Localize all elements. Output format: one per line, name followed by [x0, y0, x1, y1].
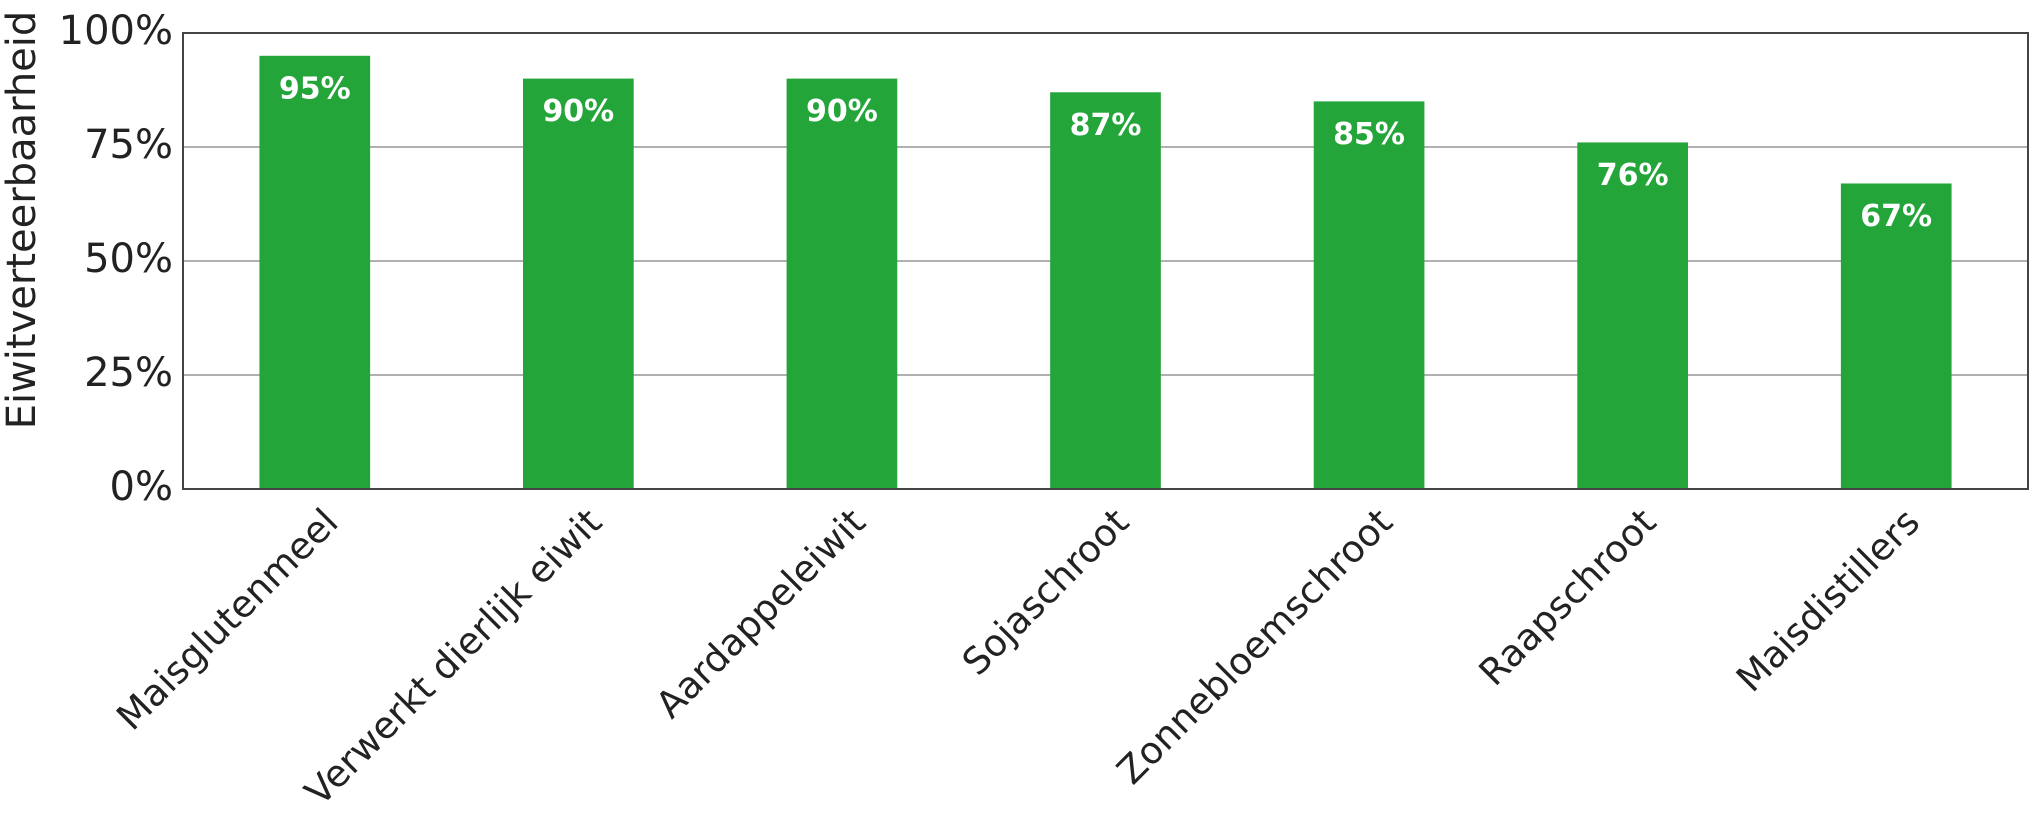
- bar: [523, 78, 634, 489]
- bar: [1050, 92, 1161, 489]
- value-label: 67%: [1860, 199, 1932, 234]
- value-label: 95%: [279, 71, 351, 106]
- y-tick-label: 100%: [59, 8, 173, 54]
- x-tick-label: Verwerkt dierlijk eiwit: [297, 500, 610, 813]
- bar: [259, 55, 371, 490]
- bar: [1577, 142, 1688, 489]
- value-label: 85%: [1333, 117, 1405, 152]
- y-tick-label: 75%: [84, 122, 173, 168]
- y-tick-label: 50%: [84, 236, 173, 282]
- x-tick-label: Zonnebloemschroot: [1109, 500, 1401, 792]
- value-label: 90%: [806, 94, 878, 129]
- x-tick-label: Sojaschroot: [954, 500, 1137, 683]
- y-tick-label: 0%: [110, 464, 173, 510]
- value-label: 90%: [542, 94, 614, 129]
- y-tick-label: 25%: [84, 350, 173, 396]
- x-tick-label: Maisdistillers: [1728, 500, 1928, 700]
- x-tick-label: Aardappeleiwit: [648, 500, 874, 726]
- bar: [1313, 101, 1425, 490]
- value-label: 76%: [1597, 158, 1669, 193]
- bar: [786, 78, 898, 489]
- y-axis-label: Eiwitverteerbaarheid: [0, 11, 45, 430]
- x-tick-label: Maisglutenmeel: [108, 500, 346, 738]
- value-label: 87%: [1070, 108, 1142, 143]
- x-tick-label: Raapschroot: [1471, 500, 1665, 694]
- bar: [1840, 183, 1952, 490]
- plot-frame: [182, 32, 2029, 490]
